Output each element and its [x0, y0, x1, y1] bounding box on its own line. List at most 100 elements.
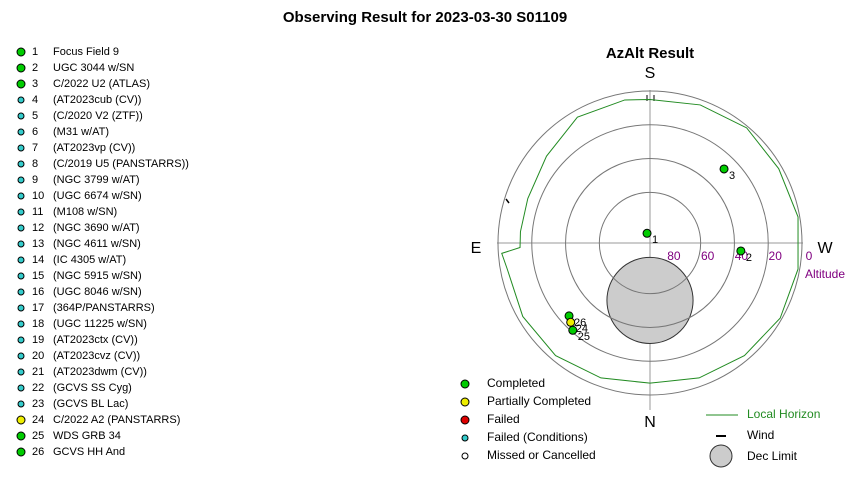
target-status: [17, 272, 25, 280]
target-name: (GCVS SS Cyg): [53, 382, 132, 394]
legend-label: Wind: [747, 428, 774, 442]
target-name: (AT2023cvz (CV)): [53, 350, 140, 362]
legend-label: Partially Completed: [487, 394, 591, 408]
target-name: (C/2020 V2 (ZTF)): [53, 110, 143, 122]
direction-label: W: [817, 240, 833, 257]
target-status: [17, 368, 25, 376]
target-name: (C/2019 U5 (PANSTARRS)): [53, 158, 189, 170]
target-number: 20: [32, 350, 44, 362]
target-name: (IC 4305 w/AT): [53, 254, 126, 266]
page-title: Observing Result for 2023-03-30 S01109: [283, 9, 567, 26]
target-status: [17, 224, 25, 232]
target-number: 10: [32, 190, 44, 202]
legend-label: Missed or Cancelled: [487, 448, 596, 462]
target-status: [17, 96, 25, 104]
direction-label: N: [644, 414, 656, 431]
target-number: 17: [32, 302, 44, 314]
point-label: 2: [746, 252, 752, 264]
target-status: [16, 79, 26, 89]
target-name: (UGC 11225 w/SN): [53, 318, 147, 330]
target-number: 11: [32, 206, 43, 218]
target-name: GCVS HH And: [53, 446, 125, 458]
legend-label: Local Horizon: [747, 407, 820, 421]
target-status: [17, 400, 25, 408]
target-number: 2: [32, 62, 38, 74]
target-name: (AT2023vp (CV)): [53, 142, 135, 154]
legend-label: Dec Limit: [747, 449, 798, 463]
target-status: [17, 208, 25, 216]
target-name: (NGC 3799 w/AT): [53, 174, 140, 186]
target-status: [16, 415, 26, 425]
target-status: [17, 144, 25, 152]
target-number: 14: [32, 254, 44, 266]
target-status: [17, 160, 25, 168]
target-name: C/2022 U2 (ATLAS): [53, 78, 150, 90]
legend-marker: [460, 415, 470, 425]
target-number: 19: [32, 334, 44, 346]
target-number: 5: [32, 110, 38, 122]
target-status: [16, 447, 26, 457]
target-status: [16, 63, 26, 73]
local-horizon: [501, 98, 799, 384]
point-label: 25: [578, 331, 590, 343]
target-name: (NGC 4611 w/SN): [53, 238, 141, 250]
r-tick-label: 20: [769, 249, 783, 263]
target-number: 12: [32, 222, 44, 234]
target-number: 23: [32, 398, 44, 410]
target-number: 22: [32, 382, 44, 394]
r-tick-label: 0: [806, 249, 813, 263]
target-number: 24: [32, 414, 44, 426]
target-name: (UGC 6674 w/SN): [53, 190, 142, 202]
grid-circle: [497, 90, 803, 396]
grid-circle: [598, 191, 702, 295]
direction-label: S: [645, 65, 656, 82]
target-number: 3: [32, 78, 38, 90]
target-number: 25: [32, 430, 44, 442]
target-point: [568, 325, 578, 335]
target-name: (UGC 8046 w/SN): [53, 286, 142, 298]
target-point: [719, 164, 729, 174]
axis-label: Altitude: [805, 267, 845, 281]
target-name: (364P/PANSTARRS): [53, 302, 155, 314]
direction-label: E: [471, 240, 482, 257]
target-name: (AT2023cub (CV)): [53, 94, 141, 106]
target-status: [17, 384, 25, 392]
target-name: (AT2023dwm (CV)): [53, 366, 147, 378]
target-number: 6: [32, 126, 38, 138]
target-number: 15: [32, 270, 44, 282]
legend-label: Failed: [487, 412, 520, 426]
target-status: [17, 256, 25, 264]
target-number: 18: [32, 318, 44, 330]
target-name: WDS GRB 34: [53, 430, 121, 442]
point-label: 3: [729, 170, 735, 182]
legend-marker: [709, 444, 733, 468]
target-number: 8: [32, 158, 38, 170]
chart-title: AzAlt Result: [606, 45, 694, 62]
target-number: 4: [32, 94, 38, 106]
target-name: (M31 w/AT): [53, 126, 109, 138]
target-status: [17, 240, 25, 248]
legend-marker: [460, 379, 470, 389]
target-number: 7: [32, 142, 38, 154]
legend-label: Failed (Conditions): [487, 430, 588, 444]
r-tick-label: 80: [667, 249, 681, 263]
target-status: [16, 431, 26, 441]
target-name: (GCVS BL Lac): [53, 398, 128, 410]
target-name: Focus Field 9: [53, 46, 119, 58]
target-point: [736, 246, 746, 256]
target-status: [17, 352, 25, 360]
target-name: (M108 w/SN): [53, 206, 117, 218]
target-number: 21: [32, 366, 44, 378]
target-status: [17, 288, 25, 296]
legend-marker: [460, 397, 470, 407]
target-number: 9: [32, 174, 38, 186]
legend-label: Completed: [487, 376, 545, 390]
target-name: UGC 3044 w/SN: [53, 62, 134, 74]
wind-mark: [505, 198, 510, 204]
target-number: 26: [32, 446, 44, 458]
target-status: [17, 320, 25, 328]
target-status: [17, 192, 25, 200]
grid-circle: [531, 124, 769, 362]
target-status: [16, 47, 26, 57]
